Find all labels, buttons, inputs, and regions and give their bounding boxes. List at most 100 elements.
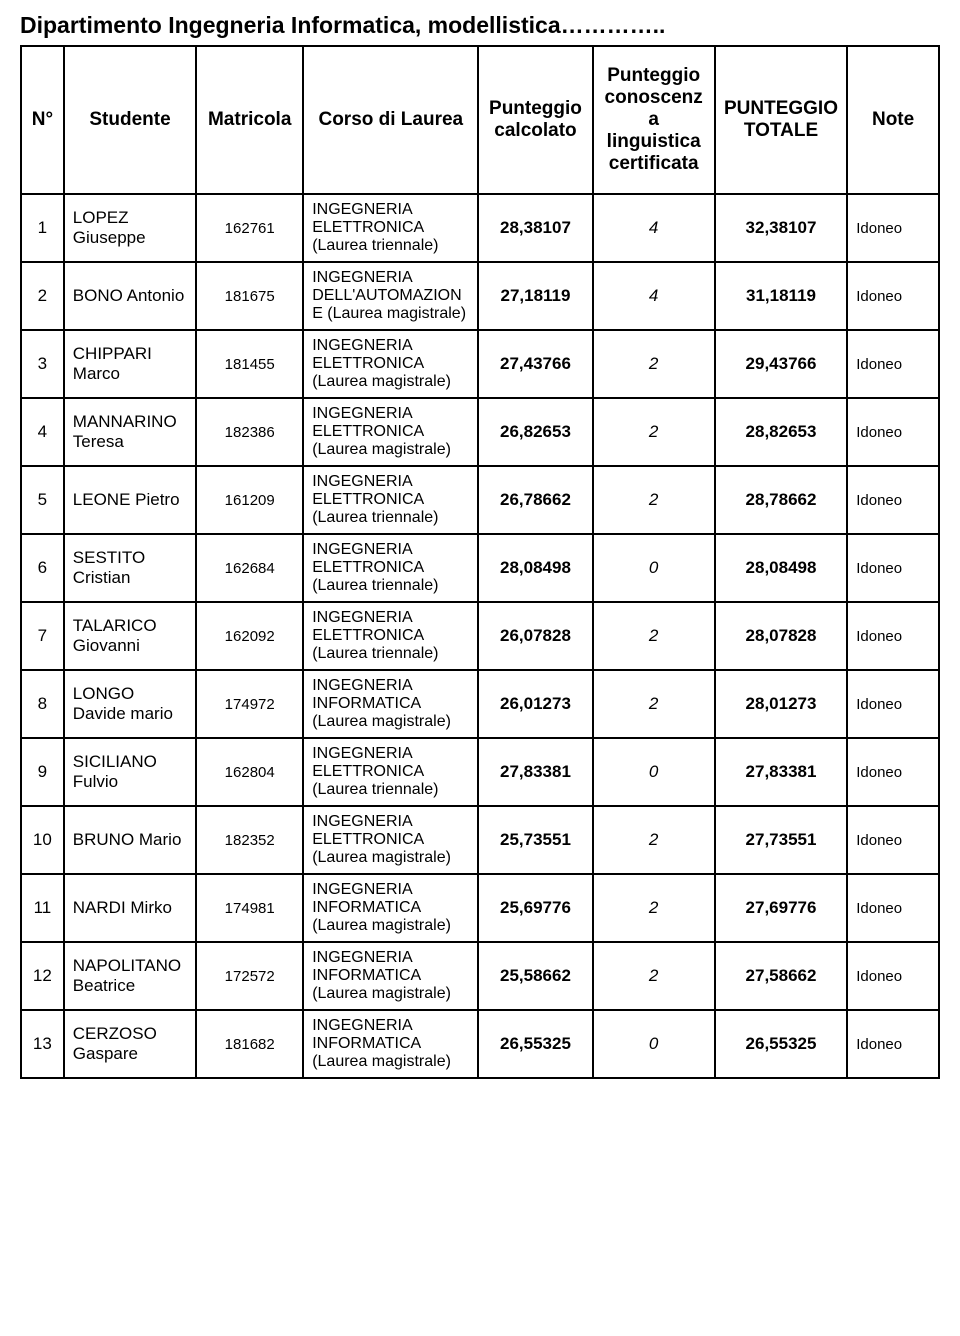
- col-header-matricola: Matricola: [196, 46, 303, 194]
- cell-linguistica: 2: [593, 330, 715, 398]
- table-row: 10BRUNO Mario182352INGEGNERIA ELETTRONIC…: [21, 806, 939, 874]
- cell-n: 8: [21, 670, 64, 738]
- cell-note: Idoneo: [847, 806, 939, 874]
- cell-linguistica: 4: [593, 194, 715, 262]
- cell-matricola: 174981: [196, 874, 303, 942]
- cell-n: 3: [21, 330, 64, 398]
- cell-matricola: 181682: [196, 1010, 303, 1078]
- table-row: 11NARDI Mirko174981INGEGNERIA INFORMATIC…: [21, 874, 939, 942]
- cell-totale: 28,01273: [715, 670, 847, 738]
- cell-calcolato: 27,83381: [478, 738, 592, 806]
- cell-calcolato: 26,82653: [478, 398, 592, 466]
- table-row: 9SICILIANO Fulvio162804INGEGNERIA ELETTR…: [21, 738, 939, 806]
- col-header-linguistica: Punteggio conoscenza linguistica certifi…: [593, 46, 715, 194]
- cell-corso: INGEGNERIA ELETTRONICA (Laurea magistral…: [303, 330, 478, 398]
- col-header-note: Note: [847, 46, 939, 194]
- cell-corso: INGEGNERIA ELETTRONICA (Laurea magistral…: [303, 806, 478, 874]
- col-header-calcolato: Punteggio calcolato: [478, 46, 592, 194]
- cell-n: 5: [21, 466, 64, 534]
- cell-n: 11: [21, 874, 64, 942]
- table-row: 7TALARICO Giovanni162092INGEGNERIA ELETT…: [21, 602, 939, 670]
- cell-corso: INGEGNERIA ELETTRONICA (Laurea triennale…: [303, 194, 478, 262]
- cell-corso: INGEGNERIA ELETTRONICA (Laurea magistral…: [303, 398, 478, 466]
- cell-linguistica: 4: [593, 262, 715, 330]
- cell-corso: INGEGNERIA ELETTRONICA (Laurea triennale…: [303, 466, 478, 534]
- cell-totale: 28,08498: [715, 534, 847, 602]
- cell-studente: BRUNO Mario: [64, 806, 196, 874]
- table-row: 2BONO Antonio181675INGEGNERIA DELL'AUTOM…: [21, 262, 939, 330]
- cell-studente: CERZOSO Gaspare: [64, 1010, 196, 1078]
- cell-calcolato: 26,55325: [478, 1010, 592, 1078]
- cell-matricola: 162804: [196, 738, 303, 806]
- cell-linguistica: 2: [593, 874, 715, 942]
- cell-note: Idoneo: [847, 330, 939, 398]
- table-row: 5LEONE Pietro161209INGEGNERIA ELETTRONIC…: [21, 466, 939, 534]
- cell-n: 10: [21, 806, 64, 874]
- cell-corso: INGEGNERIA INFORMATICA (Laurea magistral…: [303, 942, 478, 1010]
- cell-matricola: 161209: [196, 466, 303, 534]
- cell-corso: INGEGNERIA ELETTRONICA (Laurea triennale…: [303, 602, 478, 670]
- cell-studente: TALARICO Giovanni: [64, 602, 196, 670]
- table-row: 1LOPEZ Giuseppe162761INGEGNERIA ELETTRON…: [21, 194, 939, 262]
- cell-linguistica: 2: [593, 806, 715, 874]
- cell-totale: 26,55325: [715, 1010, 847, 1078]
- cell-linguistica: 2: [593, 466, 715, 534]
- cell-matricola: 162761: [196, 194, 303, 262]
- cell-matricola: 174972: [196, 670, 303, 738]
- cell-studente: SESTITO Cristian: [64, 534, 196, 602]
- table-row: 4MANNARINO Teresa182386INGEGNERIA ELETTR…: [21, 398, 939, 466]
- cell-totale: 28,78662: [715, 466, 847, 534]
- cell-studente: MANNARINO Teresa: [64, 398, 196, 466]
- cell-corso: INGEGNERIA INFORMATICA (Laurea magistral…: [303, 1010, 478, 1078]
- cell-note: Idoneo: [847, 398, 939, 466]
- cell-totale: 32,38107: [715, 194, 847, 262]
- page-title: Dipartimento Ingegneria Informatica, mod…: [20, 12, 940, 39]
- col-header-n: N°: [21, 46, 64, 194]
- cell-calcolato: 25,73551: [478, 806, 592, 874]
- col-header-corso: Corso di Laurea: [303, 46, 478, 194]
- cell-studente: LEONE Pietro: [64, 466, 196, 534]
- col-header-totale: PUNTEGGIO TOTALE: [715, 46, 847, 194]
- cell-n: 13: [21, 1010, 64, 1078]
- cell-corso: INGEGNERIA INFORMATICA (Laurea magistral…: [303, 874, 478, 942]
- cell-n: 9: [21, 738, 64, 806]
- cell-totale: 27,83381: [715, 738, 847, 806]
- cell-calcolato: 26,01273: [478, 670, 592, 738]
- cell-corso: INGEGNERIA ELETTRONICA (Laurea triennale…: [303, 534, 478, 602]
- cell-matricola: 162092: [196, 602, 303, 670]
- cell-note: Idoneo: [847, 602, 939, 670]
- cell-linguistica: 0: [593, 534, 715, 602]
- cell-linguistica: 2: [593, 670, 715, 738]
- cell-note: Idoneo: [847, 942, 939, 1010]
- cell-linguistica: 0: [593, 738, 715, 806]
- col-header-studente: Studente: [64, 46, 196, 194]
- cell-totale: 28,07828: [715, 602, 847, 670]
- cell-matricola: 182386: [196, 398, 303, 466]
- cell-totale: 27,69776: [715, 874, 847, 942]
- cell-calcolato: 27,43766: [478, 330, 592, 398]
- cell-totale: 29,43766: [715, 330, 847, 398]
- cell-n: 4: [21, 398, 64, 466]
- cell-note: Idoneo: [847, 1010, 939, 1078]
- cell-studente: LONGO Davide mario: [64, 670, 196, 738]
- ranking-table: N° Studente Matricola Corso di Laurea Pu…: [20, 45, 940, 1079]
- cell-calcolato: 25,58662: [478, 942, 592, 1010]
- table-row: 12NAPOLITANO Beatrice172572INGEGNERIA IN…: [21, 942, 939, 1010]
- cell-note: Idoneo: [847, 194, 939, 262]
- cell-note: Idoneo: [847, 534, 939, 602]
- cell-studente: CHIPPARI Marco: [64, 330, 196, 398]
- cell-matricola: 162684: [196, 534, 303, 602]
- cell-studente: LOPEZ Giuseppe: [64, 194, 196, 262]
- cell-note: Idoneo: [847, 738, 939, 806]
- cell-n: 6: [21, 534, 64, 602]
- cell-calcolato: 27,18119: [478, 262, 592, 330]
- cell-n: 12: [21, 942, 64, 1010]
- table-row: 3CHIPPARI Marco181455INGEGNERIA ELETTRON…: [21, 330, 939, 398]
- cell-n: 2: [21, 262, 64, 330]
- cell-note: Idoneo: [847, 262, 939, 330]
- cell-linguistica: 0: [593, 1010, 715, 1078]
- cell-studente: BONO Antonio: [64, 262, 196, 330]
- cell-matricola: 172572: [196, 942, 303, 1010]
- table-row: 8LONGO Davide mario174972INGEGNERIA INFO…: [21, 670, 939, 738]
- cell-note: Idoneo: [847, 466, 939, 534]
